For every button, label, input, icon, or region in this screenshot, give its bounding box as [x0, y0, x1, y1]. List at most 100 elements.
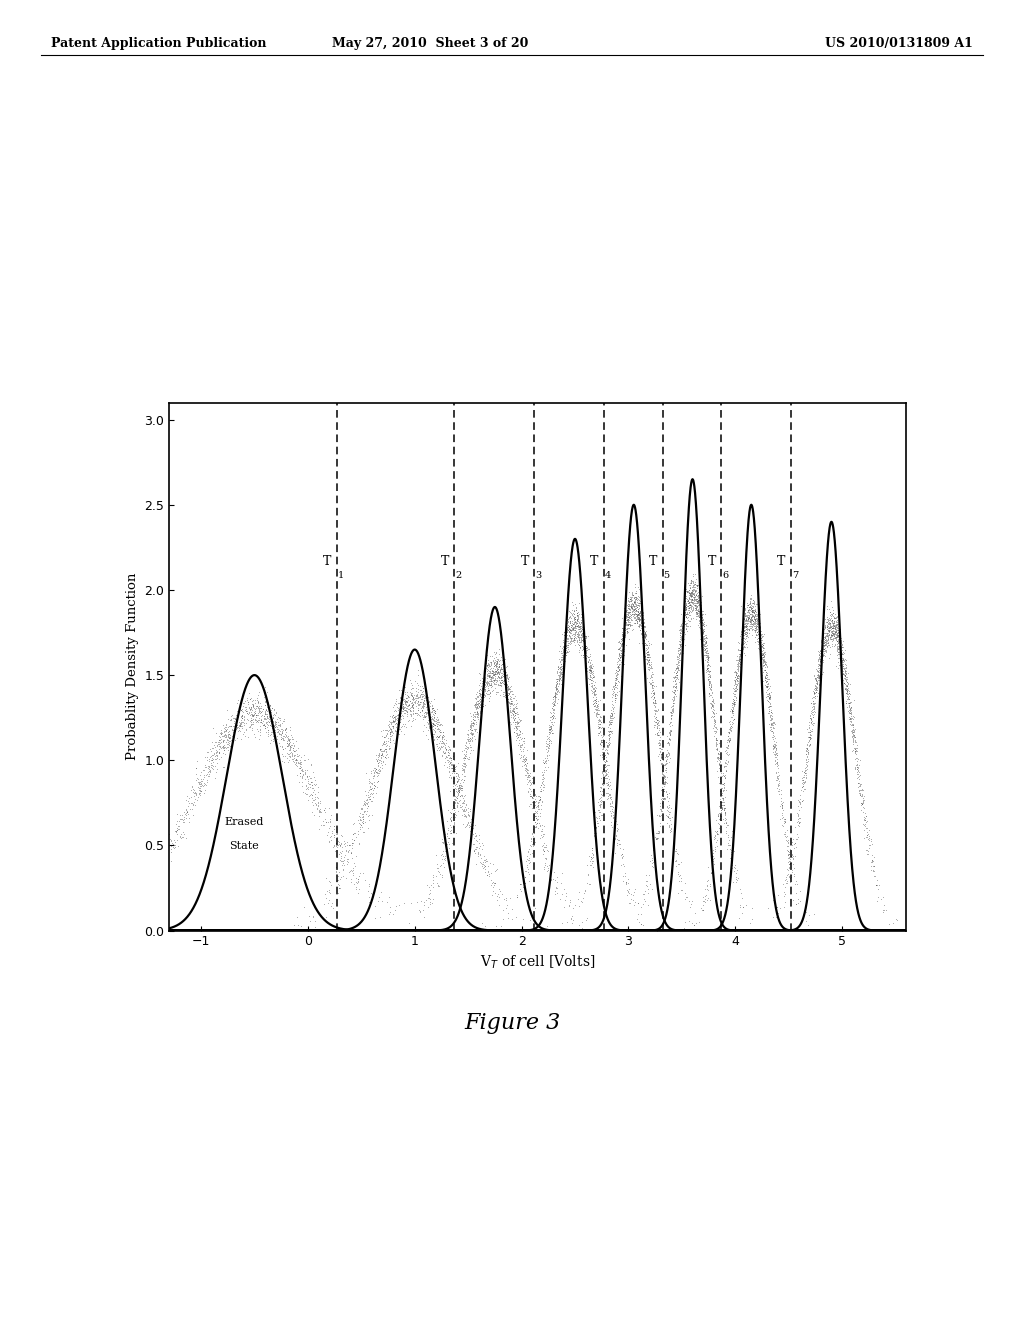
- Point: [340, 849, 356, 870]
- Point: [652, 742, 669, 763]
- Point: [263, 700, 280, 721]
- Point: [569, 612, 586, 634]
- Point: [627, 598, 643, 619]
- Point: [800, 741, 816, 762]
- Point: [722, 706, 738, 727]
- Point: [547, 694, 563, 715]
- Point: [604, 704, 621, 725]
- Point: [683, 583, 699, 605]
- Point: [623, 597, 639, 618]
- Point: [378, 725, 394, 746]
- Point: [688, 593, 705, 614]
- Point: [773, 795, 790, 816]
- Point: [666, 686, 682, 708]
- Point: [520, 767, 537, 788]
- Point: [596, 760, 612, 781]
- Point: [567, 618, 584, 639]
- Point: [547, 690, 563, 711]
- Point: [512, 722, 528, 743]
- Point: [493, 675, 509, 696]
- Point: [699, 649, 716, 671]
- Point: [498, 678, 514, 700]
- Point: [432, 730, 449, 751]
- Point: [485, 657, 502, 678]
- Point: [623, 606, 639, 627]
- Point: [469, 685, 485, 706]
- Point: [445, 768, 462, 789]
- Point: [817, 616, 834, 638]
- Point: [757, 667, 773, 688]
- Point: [507, 702, 523, 723]
- Point: [685, 577, 701, 598]
- Point: [799, 746, 815, 767]
- Point: [482, 675, 499, 696]
- Point: [593, 792, 609, 813]
- Point: [222, 748, 239, 770]
- Point: [469, 705, 485, 726]
- Point: [667, 840, 683, 861]
- Point: [508, 697, 524, 718]
- Point: [689, 599, 706, 620]
- Point: [748, 605, 764, 626]
- Point: [407, 671, 423, 692]
- Point: [215, 725, 231, 746]
- Point: [684, 582, 700, 603]
- Point: [723, 694, 739, 715]
- Point: [243, 697, 259, 718]
- Point: [620, 610, 636, 631]
- Point: [603, 705, 620, 726]
- Point: [626, 603, 642, 624]
- Point: [588, 704, 604, 725]
- Point: [693, 620, 710, 642]
- Point: [434, 729, 451, 750]
- Point: [444, 799, 461, 820]
- Point: [489, 648, 506, 669]
- Point: [707, 837, 723, 858]
- Point: [829, 635, 846, 656]
- Point: [701, 692, 718, 713]
- Point: [810, 648, 826, 669]
- Point: [615, 609, 632, 630]
- Point: [722, 730, 738, 751]
- Point: [394, 715, 411, 737]
- Point: [570, 616, 587, 638]
- Point: [656, 766, 673, 787]
- Point: [630, 607, 646, 628]
- Point: [681, 599, 697, 620]
- Point: [520, 842, 537, 863]
- Point: [520, 780, 537, 801]
- Point: [281, 734, 297, 755]
- Point: [432, 739, 449, 760]
- Point: [566, 603, 583, 624]
- Point: [292, 754, 308, 775]
- Point: [755, 664, 771, 685]
- Point: [504, 681, 520, 702]
- Point: [426, 702, 442, 723]
- Point: [424, 698, 440, 719]
- Point: [526, 803, 543, 824]
- Point: [717, 804, 733, 825]
- Point: [577, 642, 593, 663]
- Point: [323, 810, 339, 832]
- Point: [660, 788, 677, 809]
- Point: [763, 718, 779, 739]
- Point: [343, 859, 359, 880]
- Point: [570, 623, 587, 644]
- Point: [520, 838, 537, 859]
- Point: [664, 711, 680, 733]
- Point: [573, 890, 590, 911]
- Point: [478, 676, 495, 697]
- Point: [844, 721, 860, 742]
- Point: [420, 887, 436, 908]
- Point: [499, 888, 515, 909]
- Point: [510, 713, 526, 734]
- Point: [634, 627, 650, 648]
- Point: [413, 684, 429, 705]
- Point: [213, 747, 229, 768]
- Point: [630, 599, 646, 620]
- Point: [557, 636, 573, 657]
- Point: [260, 698, 276, 719]
- Point: [510, 711, 526, 733]
- Point: [480, 665, 497, 686]
- Point: [592, 721, 608, 742]
